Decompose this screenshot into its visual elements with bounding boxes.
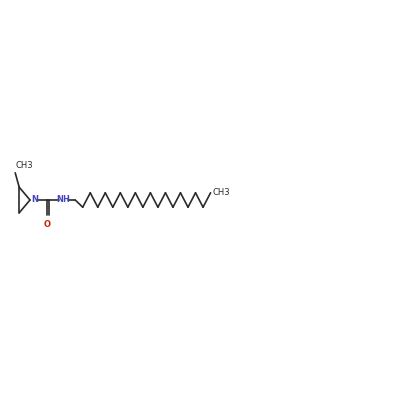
Text: N: N [31, 196, 38, 204]
Text: CH3: CH3 [16, 161, 33, 170]
Text: CH3: CH3 [212, 188, 230, 197]
Text: O: O [44, 220, 51, 230]
Text: NH: NH [56, 196, 70, 204]
